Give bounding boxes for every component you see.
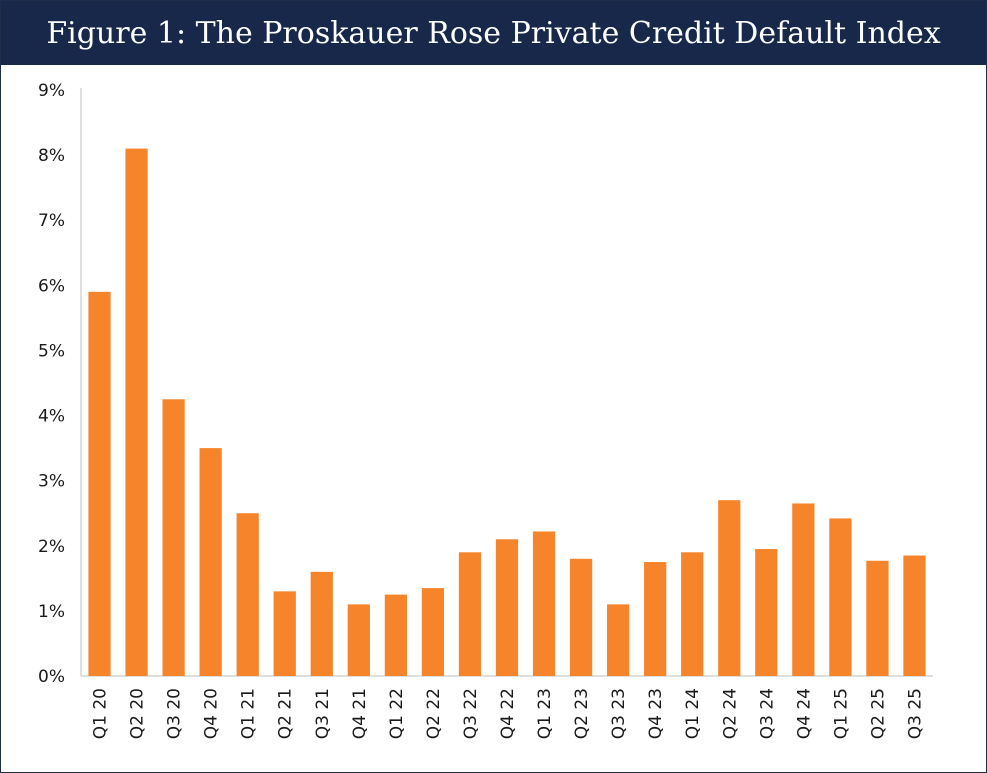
bar [495,539,519,676]
bar [162,399,185,676]
x-category-label: Q4 20 [202,688,222,739]
x-category-label: Q1 23 [535,688,555,739]
y-tick-label: 3% [38,472,65,492]
bar [310,571,333,676]
x-category-label: Q1 22 [387,688,407,739]
bar [607,604,630,676]
bar [125,148,148,677]
bar [718,500,741,676]
x-category-label: Q3 22 [461,688,481,739]
x-category-label: Q2 24 [720,688,740,739]
y-tick-label: 2% [38,537,65,557]
x-category-label: Q2 25 [868,688,888,739]
x-category-label: Q2 23 [572,688,592,739]
y-tick-label: 4% [38,407,65,427]
y-tick-label: 6% [38,276,65,296]
x-category-label: Q4 21 [350,688,370,739]
bar [421,588,445,676]
x-category-label: Q1 21 [239,688,259,739]
x-category-label: Q2 22 [424,688,444,739]
x-category-label: Q1 25 [831,688,851,739]
bar [903,555,926,676]
chart-title: Figure 1: The Proskauer Rose Private Cre… [46,15,941,51]
x-category-label: Q1 20 [91,688,111,739]
x-category-label: Q4 22 [498,688,518,739]
x-category-label: Q3 20 [165,688,185,739]
x-category-label: Q2 21 [276,688,296,739]
bar [273,591,296,676]
bar [792,503,815,676]
bar [644,562,667,676]
x-category-label: Q4 24 [794,688,814,739]
bar [866,560,889,676]
bar [681,552,704,676]
bar [569,558,593,676]
x-category-label: Q4 23 [646,688,666,739]
bar [199,448,222,676]
x-category-label: Q3 21 [313,688,333,739]
bar [532,531,556,676]
bar-chart: 0% 1% 2% 3% 4% 5% 6% 7% 8% 9% Q1 20 Q2 20 Q3 20 Q4 20… [38,81,933,739]
bar [384,594,407,676]
title-bar: Figure 1: The Proskauer Rose Private Cre… [1,1,986,65]
x-category-label: Q3 24 [757,688,777,739]
y-tick-label: 7% [38,211,65,231]
bar [88,291,111,676]
bar [829,518,852,676]
x-category-label: Q2 20 [128,688,148,739]
x-category-label: Q1 24 [683,688,703,739]
y-tick-label: 9% [38,81,65,101]
bar [755,549,778,676]
y-tick-label: 5% [38,341,65,361]
x-category-label: Q3 25 [905,688,925,739]
y-tick-label: 8% [38,146,65,166]
bar [347,604,370,676]
x-category-label: Q3 23 [609,688,629,739]
y-tick-label: 0% [38,667,65,687]
bar [458,552,482,676]
y-tick-label: 1% [38,602,65,622]
bar [236,513,259,676]
